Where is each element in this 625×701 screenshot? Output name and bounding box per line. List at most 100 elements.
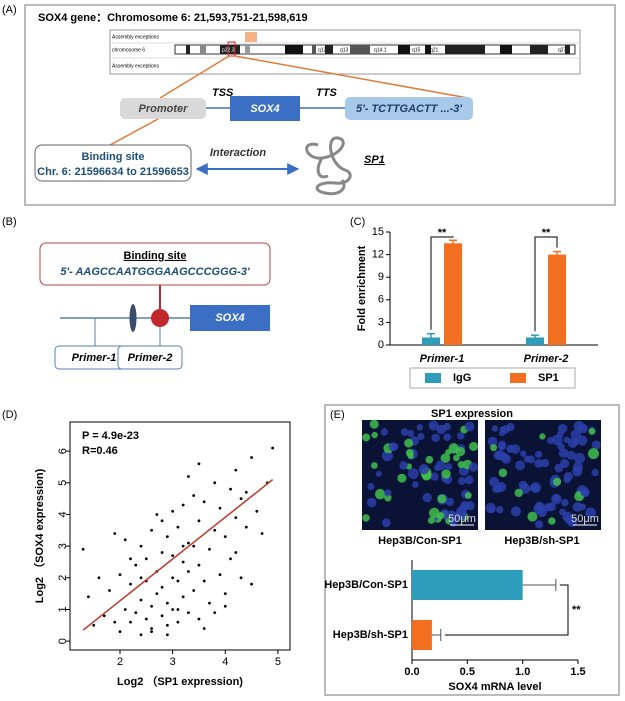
cell bbox=[443, 422, 451, 431]
cell bbox=[362, 433, 371, 442]
band-label: q14.1 bbox=[374, 47, 387, 53]
cell bbox=[416, 424, 424, 431]
point bbox=[129, 557, 132, 561]
point bbox=[223, 592, 227, 596]
cell bbox=[559, 508, 566, 516]
annotation: R=0.46 bbox=[82, 445, 118, 457]
promoter-label: Promoter bbox=[139, 103, 189, 115]
cell bbox=[459, 504, 467, 512]
cell bbox=[381, 518, 391, 528]
panel-frame bbox=[24, 4, 616, 206]
point bbox=[171, 554, 175, 558]
legend-label: SP1 bbox=[538, 372, 559, 384]
cell bbox=[552, 494, 560, 502]
cell bbox=[566, 450, 576, 460]
cell bbox=[498, 468, 508, 478]
band-label: q13 bbox=[340, 47, 349, 53]
point bbox=[223, 604, 227, 608]
cell bbox=[529, 484, 536, 492]
cell bbox=[578, 503, 586, 511]
cell bbox=[534, 450, 543, 459]
cell bbox=[428, 420, 439, 431]
y-tick-label: Hep3B/sh-SP1 bbox=[333, 629, 408, 641]
cell bbox=[400, 428, 409, 436]
point bbox=[234, 551, 238, 554]
cell bbox=[407, 453, 414, 460]
cell bbox=[510, 506, 521, 517]
point bbox=[129, 582, 132, 586]
primer-box bbox=[117, 345, 183, 370]
significance-bracket bbox=[534, 236, 558, 332]
annotation: P = 4.9e-23 bbox=[82, 430, 139, 442]
cell bbox=[499, 429, 506, 437]
x-tick-label: 0.5 bbox=[460, 666, 475, 678]
point bbox=[150, 604, 153, 608]
zoom-line bbox=[109, 118, 159, 146]
interaction-label: Interaction bbox=[210, 147, 267, 159]
point bbox=[208, 547, 211, 551]
cell bbox=[407, 429, 415, 437]
gene-box bbox=[230, 96, 300, 121]
band-label: q12 bbox=[318, 47, 327, 53]
point bbox=[139, 544, 143, 548]
cell bbox=[397, 473, 407, 483]
sequence-box bbox=[345, 97, 473, 120]
point bbox=[181, 503, 185, 507]
point bbox=[197, 519, 201, 523]
cell bbox=[520, 450, 527, 457]
bar bbox=[412, 620, 432, 650]
point bbox=[113, 620, 117, 624]
binding-title: Binding site bbox=[82, 151, 145, 163]
protein-structure bbox=[305, 136, 352, 196]
point bbox=[134, 611, 138, 615]
cell bbox=[418, 464, 430, 475]
point bbox=[155, 592, 159, 596]
cell bbox=[548, 517, 556, 525]
point bbox=[165, 623, 169, 627]
cell bbox=[445, 497, 455, 507]
cell bbox=[496, 506, 504, 514]
cell bbox=[453, 454, 460, 462]
y-tick-label: 12 bbox=[372, 249, 384, 261]
band-label: q27 bbox=[558, 47, 567, 53]
scale-label: 50μm bbox=[448, 513, 476, 525]
x-tick-label: 4 bbox=[222, 656, 228, 668]
band-label: q21 bbox=[430, 47, 439, 53]
cell bbox=[441, 469, 451, 479]
point bbox=[176, 579, 180, 583]
cell bbox=[366, 497, 377, 508]
significance: ** bbox=[572, 604, 581, 616]
point bbox=[255, 509, 259, 513]
point bbox=[144, 617, 148, 621]
x-tick-label: Primer-1 bbox=[420, 353, 465, 365]
y-axis-label: Log2 （SOX4 expression) bbox=[33, 468, 46, 603]
cell bbox=[371, 431, 378, 439]
panel-label: (C) bbox=[350, 216, 365, 228]
point bbox=[229, 487, 232, 491]
cell bbox=[492, 484, 501, 493]
point bbox=[223, 535, 227, 539]
point bbox=[187, 570, 190, 573]
cell bbox=[367, 482, 375, 491]
cell bbox=[437, 494, 447, 504]
cell bbox=[427, 516, 435, 524]
panel-label: (E) bbox=[330, 409, 345, 421]
cell bbox=[457, 477, 466, 485]
point bbox=[171, 608, 175, 611]
cell bbox=[425, 455, 434, 464]
cell bbox=[515, 460, 525, 471]
bar bbox=[526, 337, 544, 345]
y-tick-label: 9 bbox=[378, 271, 384, 283]
cell bbox=[431, 433, 440, 443]
cell bbox=[485, 502, 496, 514]
cell bbox=[588, 427, 596, 435]
y-tick-label: 3 bbox=[378, 316, 384, 328]
cell bbox=[540, 458, 550, 468]
cell bbox=[384, 489, 392, 497]
gene-label: SOX4 bbox=[215, 312, 244, 324]
binding-box bbox=[39, 242, 271, 286]
point bbox=[171, 576, 175, 580]
image-caption: Hep3B/sh-SP1 bbox=[504, 535, 579, 547]
point bbox=[118, 573, 122, 577]
